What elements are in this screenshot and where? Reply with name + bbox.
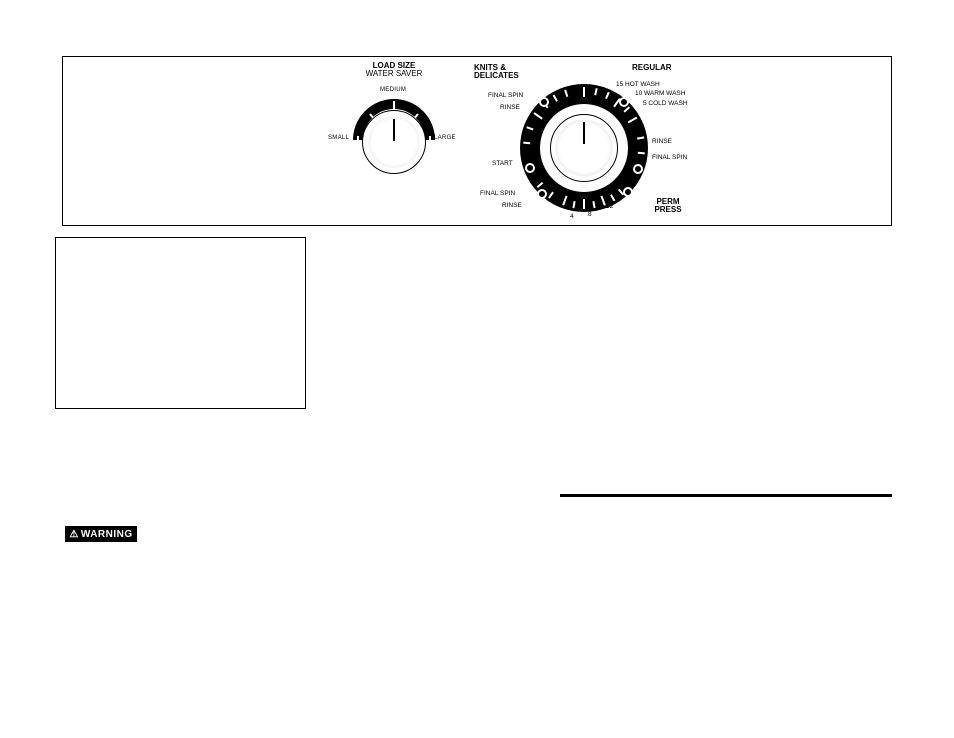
label-rinse-r: RINSE <box>652 138 672 145</box>
label-small: SMALL <box>328 135 349 141</box>
warning-text: WARNING <box>81 529 133 540</box>
label-start: START <box>492 160 513 167</box>
cycle-marker-icon <box>619 97 629 107</box>
cycle-dial-group: KNITS &DELICATES REGULAR PERMPRESS <box>480 60 700 220</box>
divider-line <box>560 494 892 497</box>
cycle-marker-icon <box>525 163 535 173</box>
label-4: 4 <box>570 213 574 220</box>
label-large: LARGE <box>434 135 456 141</box>
warning-triangle-icon: ⚠ <box>69 529 78 540</box>
label-warm-wash: 10 WARM WASH <box>635 90 685 97</box>
label-cold-wash: 5 COLD WASH <box>643 100 688 107</box>
load-size-subtitle: WATER SAVER <box>366 69 423 78</box>
label-8: 8 <box>588 211 592 218</box>
label-final-spin-bl: FINAL SPIN <box>480 190 515 197</box>
cycle-marker-icon <box>539 97 549 107</box>
label-final-spin-r: FINAL SPIN <box>652 154 687 161</box>
label-final-spin-tl: FINAL SPIN <box>488 92 523 99</box>
label-medium: MEDIUM <box>380 87 406 93</box>
cycle-dial-knob[interactable] <box>550 114 618 182</box>
label-hot-wash: 15 HOT WASH <box>616 81 660 88</box>
cycle-marker-icon <box>633 164 643 174</box>
load-size-knob: SMALL MEDIUM LARGE <box>350 88 438 176</box>
warning-badge: ⚠ WARNING <box>65 526 137 542</box>
cycle-marker-icon <box>623 187 633 197</box>
label-rinse-tl: RINSE <box>500 104 520 111</box>
load-size-title: LOAD SIZE WATER SAVER <box>344 62 444 79</box>
label-12: 12 <box>606 203 613 210</box>
label-rinse-bl: RINSE <box>502 202 522 209</box>
section-regular: REGULAR <box>632 64 672 72</box>
load-size-dial[interactable] <box>362 110 426 174</box>
inset-box <box>55 237 306 409</box>
cycle-marker-icon <box>537 189 547 199</box>
control-panel-diagram: LOAD SIZE WATER SAVER SMALL MEDIUM LARGE… <box>280 58 700 222</box>
section-knits-delicates: KNITS &DELICATES <box>474 64 534 81</box>
section-perm-press: PERMPRESS <box>648 198 688 215</box>
